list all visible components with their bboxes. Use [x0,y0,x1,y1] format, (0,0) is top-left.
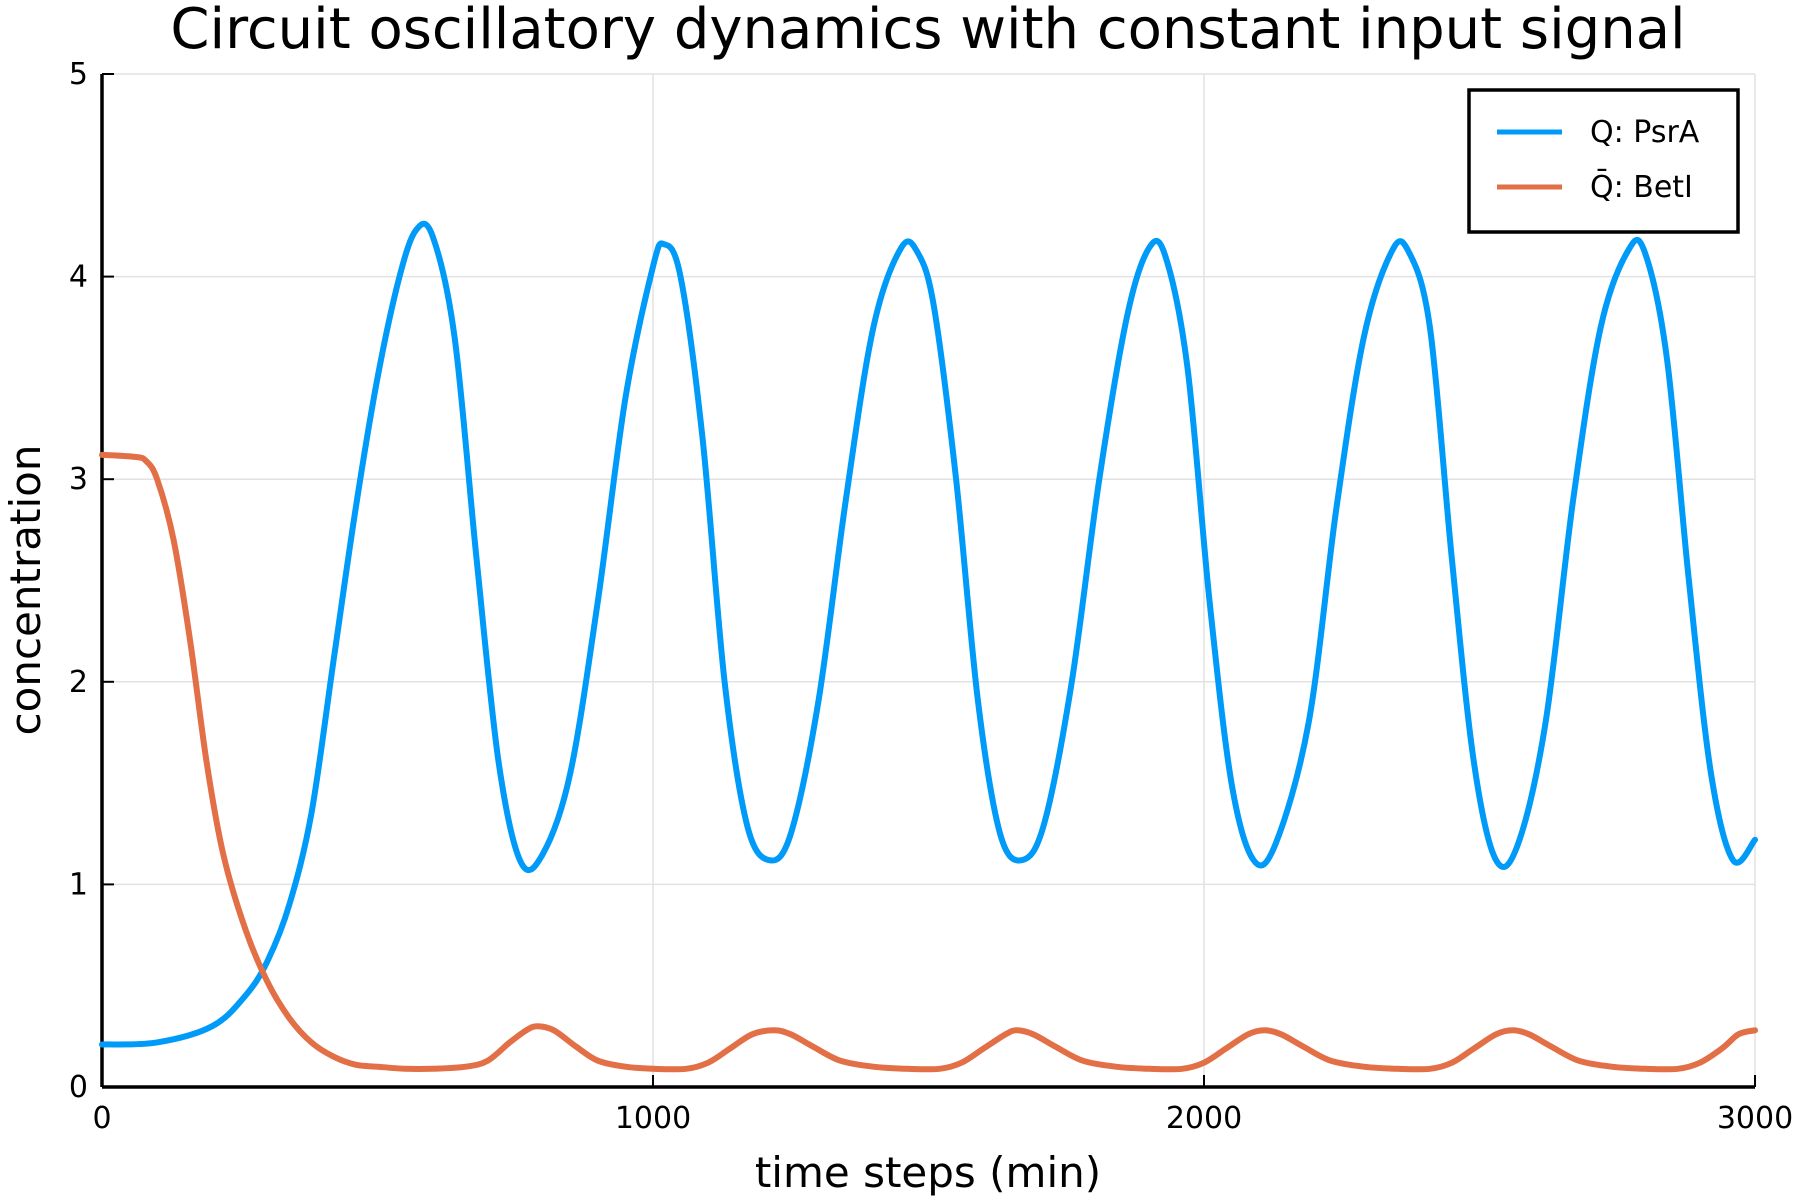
series-lines [99,220,1758,1073]
chart-title: Circuit oscillatory dynamics with consta… [170,0,1685,62]
series-line-0 [99,220,1758,1048]
y-tick-label: 4 [69,260,88,295]
y-tick-label: 1 [69,867,88,902]
y-tick-label: 2 [69,665,88,700]
x-tick-label: 0 [92,1101,111,1136]
x-axis-label: time steps (min) [755,1148,1101,1197]
legend-box [1467,88,1740,234]
x-tick-label: 1000 [615,1101,691,1136]
y-tick-label: 5 [69,57,88,92]
x-tick-label: 3000 [1717,1101,1793,1136]
axes [100,73,1756,1089]
tick-labels: 0 1000 2000 3000 0 1 2 3 4 5 [69,57,1793,1136]
y-axis-label: concentration [1,445,50,736]
legend-label-0: Q: PsrA [1590,115,1700,150]
series-line-1 [99,451,1758,1073]
x-tick-label: 2000 [1166,1101,1242,1136]
legend-label-1: Q̄: BetI [1590,169,1693,205]
y-tick-label: 0 [69,1070,88,1105]
y-tick-label: 3 [69,462,88,497]
legend: Q: PsrA Q̄: BetI [1467,88,1740,234]
